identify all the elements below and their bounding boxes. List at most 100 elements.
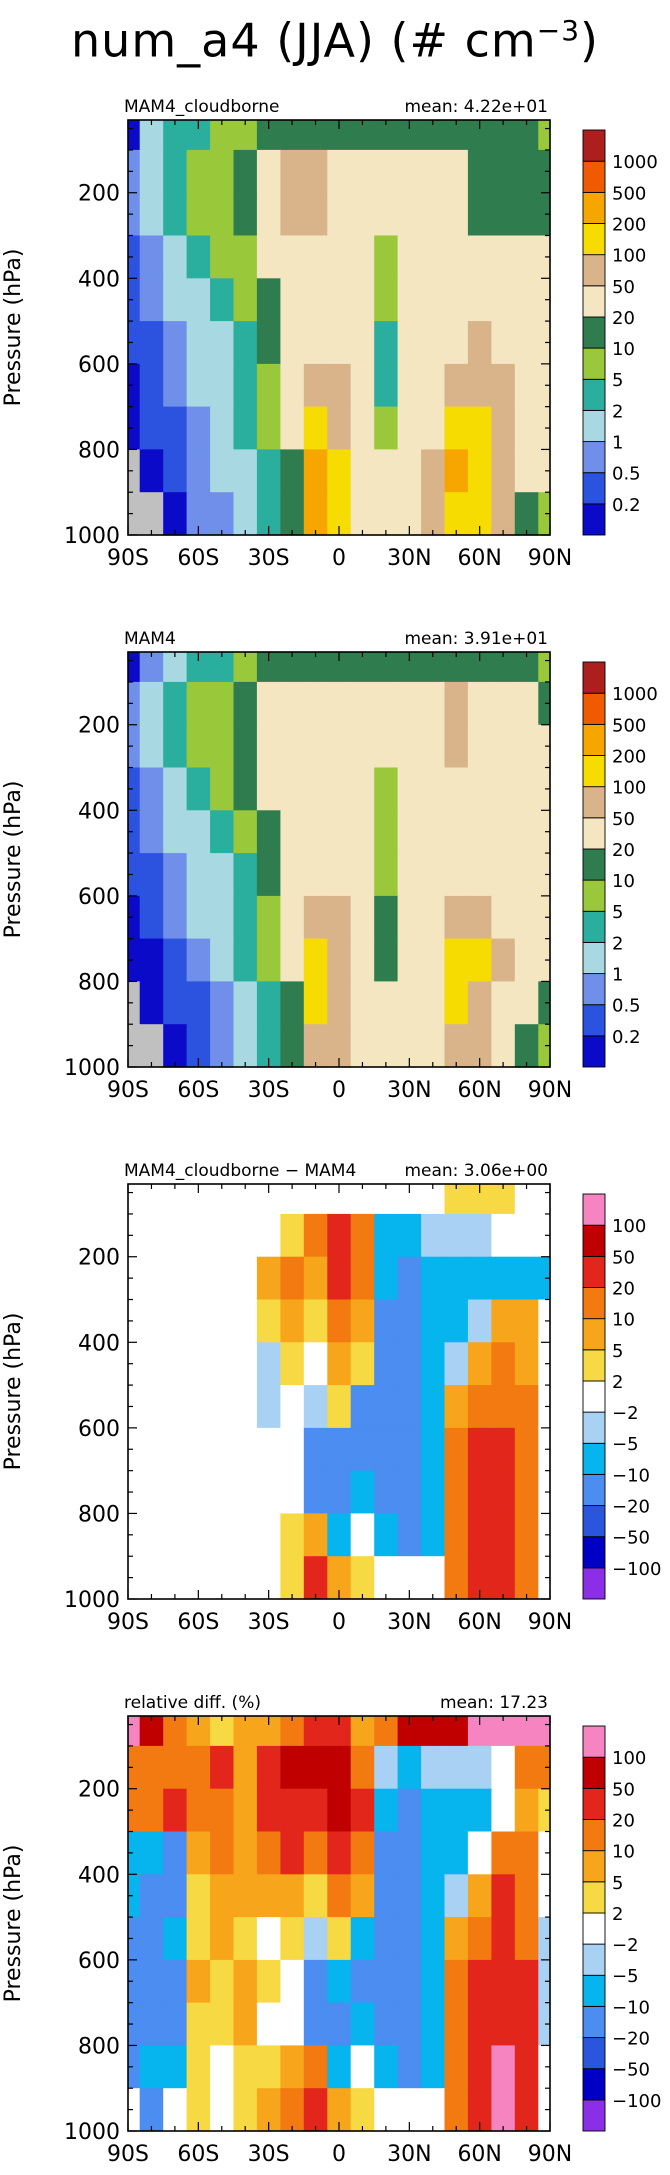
heatmap-cell (233, 1342, 258, 1386)
heatmap-cell (303, 149, 328, 194)
x-tick-label: 60N (457, 2142, 501, 2167)
heatmap-cell (514, 1427, 539, 1472)
heatmap-cell (421, 1831, 446, 1875)
heatmap-cell (128, 1959, 141, 2004)
heatmap-cell (538, 1831, 551, 1875)
heatmap-cell (350, 981, 375, 1025)
heatmap-cell (467, 1427, 492, 1472)
heatmap-cell (350, 1256, 375, 1301)
heatmap-cell (128, 235, 141, 279)
heatmap-cell (280, 1385, 305, 1429)
heatmap-cell (397, 1256, 422, 1301)
y-tick-label: 200 (78, 1778, 120, 1803)
heatmap-cell (128, 1299, 141, 1343)
y-axis-label: Pressure (hPa) (1, 781, 26, 939)
y-tick-label: 800 (78, 1502, 120, 1527)
heatmap-cell (139, 681, 164, 726)
heatmap-cell (350, 1427, 375, 1472)
heatmap-cell (233, 1024, 258, 1068)
heatmap-cell (397, 1299, 422, 1343)
heatmap-cell (280, 1470, 305, 1514)
colorbar-swatch (582, 661, 606, 694)
x-tick-label: 60S (177, 1610, 219, 1635)
heatmap-cell (491, 1716, 516, 1747)
heatmap-cell (163, 724, 188, 769)
heatmap-cell (280, 1342, 305, 1386)
heatmap-cell (514, 235, 539, 279)
heatmap-cell (538, 681, 551, 726)
heatmap-cell (421, 1470, 446, 1514)
heatmap-cell (538, 767, 551, 811)
heatmap-cell (491, 1184, 516, 1215)
heatmap-cell (280, 767, 305, 811)
heatmap-cell (303, 767, 328, 811)
x-tick-label: 60S (177, 1078, 219, 1103)
heatmap-cell (327, 192, 352, 237)
heatmap-cell (186, 1299, 211, 1343)
heatmap-cell (514, 1256, 539, 1301)
heatmap-cell (327, 1917, 352, 1961)
heatmap-cell (444, 652, 469, 683)
heatmap-cell (538, 1213, 551, 1258)
colorbar-swatch (582, 160, 606, 193)
y-axis-label: Pressure (hPa) (1, 1313, 26, 1471)
heatmap-cell (128, 1513, 141, 1557)
colorbar-label: 20 (612, 840, 635, 861)
heatmap-cell (233, 895, 258, 940)
heatmap-cell (210, 1256, 235, 1301)
heatmap-cell (421, 1184, 446, 1215)
heatmap-cell (303, 1513, 328, 1557)
heatmap-cell (538, 1959, 551, 2004)
colorbar-swatch (582, 1287, 606, 1320)
heatmap-cell (280, 981, 305, 1025)
heatmap-cell (256, 321, 281, 365)
heatmap-cell (374, 895, 399, 940)
heatmap-cell (374, 321, 399, 365)
colorbar-label: −50 (612, 1528, 650, 1549)
heatmap-cell (538, 1256, 551, 1301)
colorbar-label: 100 (612, 778, 646, 799)
heatmap-cell (303, 321, 328, 365)
heatmap-cell (303, 235, 328, 279)
x-tick-label: 0 (332, 2142, 346, 2167)
heatmap-cell (467, 724, 492, 769)
heatmap-cell (163, 853, 188, 897)
heatmap-cell (256, 406, 281, 450)
heatmap-cell (256, 1831, 281, 1875)
y-tick-label: 600 (78, 885, 120, 910)
mean-label: mean: 4.22e+01 (404, 97, 548, 117)
heatmap-cell (374, 767, 399, 811)
heatmap-cell (514, 1745, 539, 1790)
heatmap-cell (397, 1745, 422, 1790)
heatmap-cell (303, 1959, 328, 2004)
heatmap-cell (327, 895, 352, 940)
heatmap-cell (327, 1874, 352, 1918)
heatmap-cell (444, 1342, 469, 1386)
colorbar-swatch (582, 503, 606, 536)
heatmap-cell (467, 810, 492, 854)
heatmap-cell (303, 492, 328, 536)
heatmap-cell (374, 1556, 399, 1600)
heatmap-cell (514, 810, 539, 854)
colorbar-label: 1 (612, 965, 623, 986)
colorbar-swatch (582, 316, 606, 349)
heatmap-cell (514, 192, 539, 237)
heatmap-cell (303, 1788, 328, 1833)
heatmap-cell (163, 492, 188, 536)
heatmap-cell (491, 724, 516, 769)
heatmap-cell (467, 321, 492, 365)
heatmap-cell (303, 853, 328, 897)
heatmap-cell (210, 895, 235, 940)
heatmap-cell (139, 363, 164, 408)
heatmap-cell (186, 1831, 211, 1875)
heatmap-cell (374, 1831, 399, 1875)
heatmap-cell (397, 235, 422, 279)
heatmap-cell (444, 1917, 469, 1961)
heatmap-cell (327, 149, 352, 194)
colorbar-label: −10 (612, 1997, 650, 2018)
colorbar-label: −10 (612, 1465, 650, 1486)
mean-label: mean: 17.23 (440, 1693, 548, 1713)
heatmap-cell (538, 2088, 551, 2132)
heatmap-cell (491, 1513, 516, 1557)
